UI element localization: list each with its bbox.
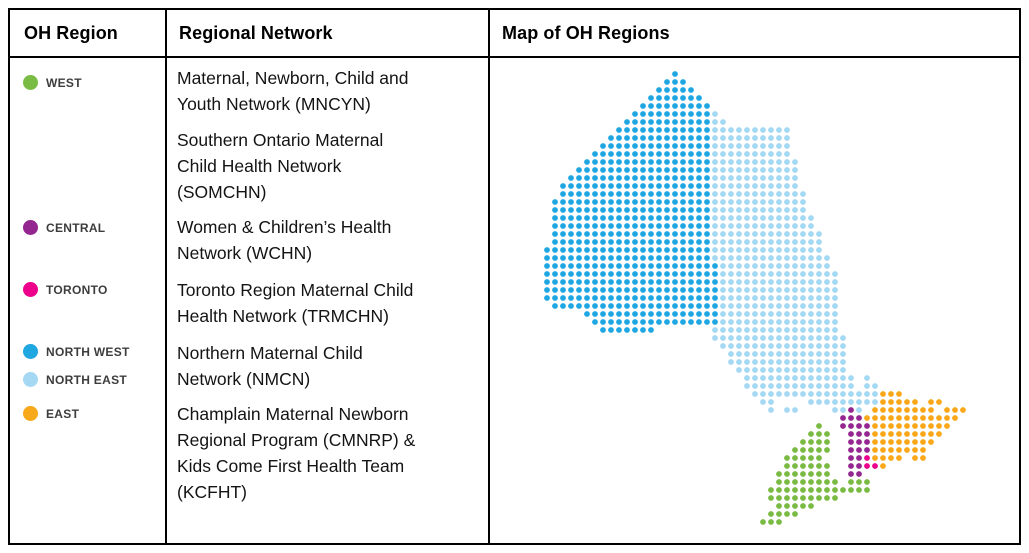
oh-regions-table: OH Region Regional Network Map of OH Reg… bbox=[8, 8, 1021, 545]
legend-item-north-east: NORTH EAST bbox=[23, 370, 127, 388]
header-divider bbox=[10, 56, 1019, 58]
legend-label-west: WEST bbox=[46, 75, 82, 90]
legend-item-north-west: NORTH WEST bbox=[23, 342, 130, 360]
column-divider-1 bbox=[165, 10, 167, 543]
legend-item-central: CENTRAL bbox=[23, 218, 105, 236]
toronto-region-dot bbox=[23, 281, 38, 297]
legend-item-toronto: TORONTO bbox=[23, 280, 108, 298]
legend-label-north-west: NORTH WEST bbox=[46, 344, 130, 359]
legend-label-central: CENTRAL bbox=[46, 220, 106, 235]
network-mncyn: Maternal, Newborn, Child and Youth Netwo… bbox=[177, 68, 409, 114]
legend-item-west: WEST bbox=[23, 73, 82, 91]
north-east-region-dot bbox=[23, 371, 38, 387]
map-cell bbox=[490, 58, 1017, 541]
central-region-dot bbox=[23, 219, 38, 235]
ontario-region-dot-map bbox=[544, 71, 966, 525]
network-cmnrp-kcfht: Champlain Maternal Newborn Regional Prog… bbox=[177, 404, 416, 502]
legend-label-toronto: TORONTO bbox=[46, 282, 108, 297]
network-trmchn: Toronto Region Maternal Child Health Net… bbox=[177, 280, 414, 326]
west-region-dot bbox=[23, 74, 38, 90]
column-divider-2 bbox=[488, 10, 490, 543]
header-regional-network: Regional Network bbox=[179, 22, 333, 43]
network-nmcn: Northern Maternal Child Network (NMCN) bbox=[177, 343, 363, 389]
header-map-of-oh-regions: Map of OH Regions bbox=[502, 22, 670, 43]
network-somchn: Southern Ontario Maternal Child Health N… bbox=[177, 130, 384, 202]
legend-label-north-east: NORTH EAST bbox=[46, 372, 127, 387]
legend-item-east: EAST bbox=[23, 404, 79, 422]
header-oh-region: OH Region bbox=[24, 22, 118, 43]
network-wchn: Women & Children’s Health Network (WCHN) bbox=[177, 217, 392, 263]
legend-label-east: EAST bbox=[46, 406, 80, 421]
east-region-dot bbox=[23, 405, 38, 421]
north-west-region-dot bbox=[23, 343, 38, 359]
